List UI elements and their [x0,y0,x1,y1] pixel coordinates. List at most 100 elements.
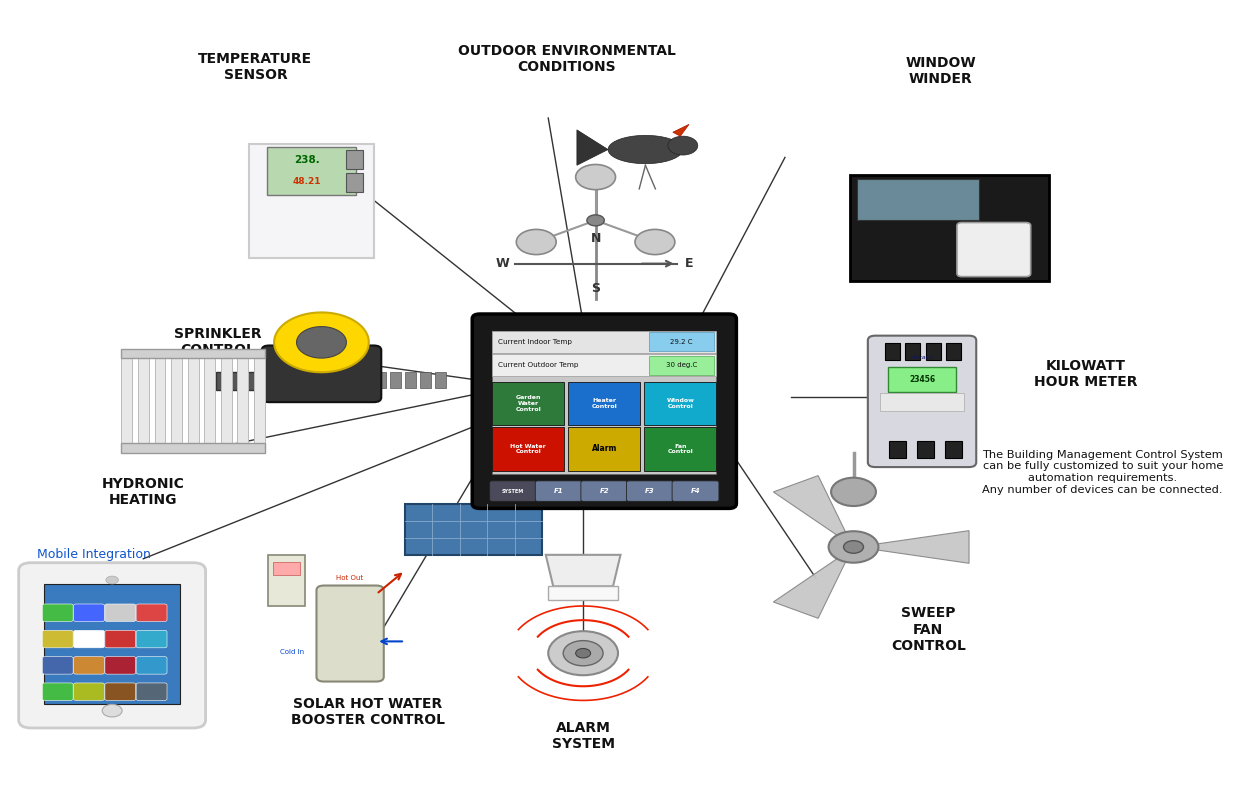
Bar [122,443,265,453]
Text: ALARM
SYSTEM: ALARM SYSTEM [552,721,614,751]
Bar [947,343,962,360]
FancyBboxPatch shape [136,656,167,674]
Bar [649,356,714,375]
Bar [375,372,386,388]
Bar [267,147,356,195]
Circle shape [844,541,863,553]
Bar [390,372,401,388]
Text: Current Indoor Temp: Current Indoor Temp [498,338,572,345]
Bar [405,504,542,555]
FancyBboxPatch shape [74,656,105,674]
Bar [155,350,166,453]
Bar [216,372,272,390]
FancyBboxPatch shape [105,656,136,674]
Bar [946,441,962,458]
Polygon shape [546,555,621,586]
Bar [926,343,941,360]
FancyBboxPatch shape [262,345,381,402]
FancyBboxPatch shape [42,604,74,622]
Bar [204,350,216,453]
Text: E: E [685,257,693,270]
FancyBboxPatch shape [627,481,673,501]
Text: Cold In: Cold In [280,648,304,655]
Bar [273,562,300,575]
Circle shape [516,229,556,254]
Text: KILOWATT
HOUR METER: KILOWATT HOUR METER [1034,359,1138,389]
Circle shape [576,648,591,658]
Polygon shape [608,135,683,164]
Bar [138,350,148,453]
FancyBboxPatch shape [42,683,74,700]
Bar [171,350,182,453]
Text: SWEEP
FAN
CONTROL: SWEEP FAN CONTROL [891,607,966,652]
Circle shape [587,215,604,226]
Polygon shape [774,559,846,619]
Text: HYDRONIC
HEATING: HYDRONIC HEATING [102,477,184,507]
Bar [568,382,640,425]
Polygon shape [774,475,846,535]
Bar [254,350,265,453]
FancyBboxPatch shape [42,630,74,648]
Bar [857,179,979,220]
Bar [221,350,232,453]
Bar [122,349,265,358]
FancyBboxPatch shape [957,223,1030,277]
FancyBboxPatch shape [136,630,167,648]
FancyBboxPatch shape [316,586,384,682]
FancyBboxPatch shape [74,630,105,648]
Polygon shape [297,327,346,358]
Bar [435,372,446,388]
FancyBboxPatch shape [19,563,206,728]
Bar [420,372,431,388]
Polygon shape [673,124,689,136]
Bar [188,350,198,453]
Text: S: S [591,283,601,295]
Bar [850,176,1049,282]
Text: F3: F3 [645,488,654,494]
Circle shape [102,704,122,717]
Bar [888,368,956,392]
Text: SOLAR HOT WATER
BOOSTER CONTROL: SOLAR HOT WATER BOOSTER CONTROL [290,697,445,727]
FancyBboxPatch shape [136,604,167,622]
Bar [268,555,305,606]
Bar [492,427,564,471]
FancyBboxPatch shape [42,656,74,674]
FancyBboxPatch shape [74,683,105,700]
Circle shape [548,631,618,675]
Text: Hot Out: Hot Out [336,575,364,582]
Circle shape [106,576,118,584]
FancyBboxPatch shape [472,314,736,508]
FancyBboxPatch shape [581,481,628,501]
Text: Alarm: Alarm [592,445,617,453]
Text: F1: F1 [554,488,563,494]
Text: Mobile Integration: Mobile Integration [37,549,151,561]
FancyBboxPatch shape [136,683,167,700]
Circle shape [829,531,878,563]
Text: 23456: 23456 [910,375,934,384]
Circle shape [668,136,698,155]
Bar [249,143,374,258]
Text: F2: F2 [599,488,609,494]
Text: Fan
Control: Fan Control [668,444,693,454]
Text: SPRINKLER
CONTROL: SPRINKLER CONTROL [174,327,262,357]
Bar [890,441,906,458]
Bar [880,393,964,411]
Bar [492,354,716,376]
Polygon shape [274,312,369,372]
FancyBboxPatch shape [74,604,105,622]
Text: The Building Management Control System
can be fully customized to suit your home: The Building Management Control System c… [982,450,1224,494]
Polygon shape [577,130,608,165]
Circle shape [563,641,603,666]
Text: nevaco: nevaco [911,355,933,360]
Polygon shape [878,530,969,563]
Bar [492,331,716,353]
Text: Garden
Water
Control: Garden Water Control [516,395,541,412]
Text: Hot Water
Control: Hot Water Control [511,444,546,454]
Bar [885,343,900,360]
Bar [122,350,132,453]
Text: Current Outdoor Temp: Current Outdoor Temp [498,362,579,368]
Bar [649,332,714,351]
Bar [548,586,618,600]
Text: N: N [591,232,601,245]
Bar [346,150,363,168]
